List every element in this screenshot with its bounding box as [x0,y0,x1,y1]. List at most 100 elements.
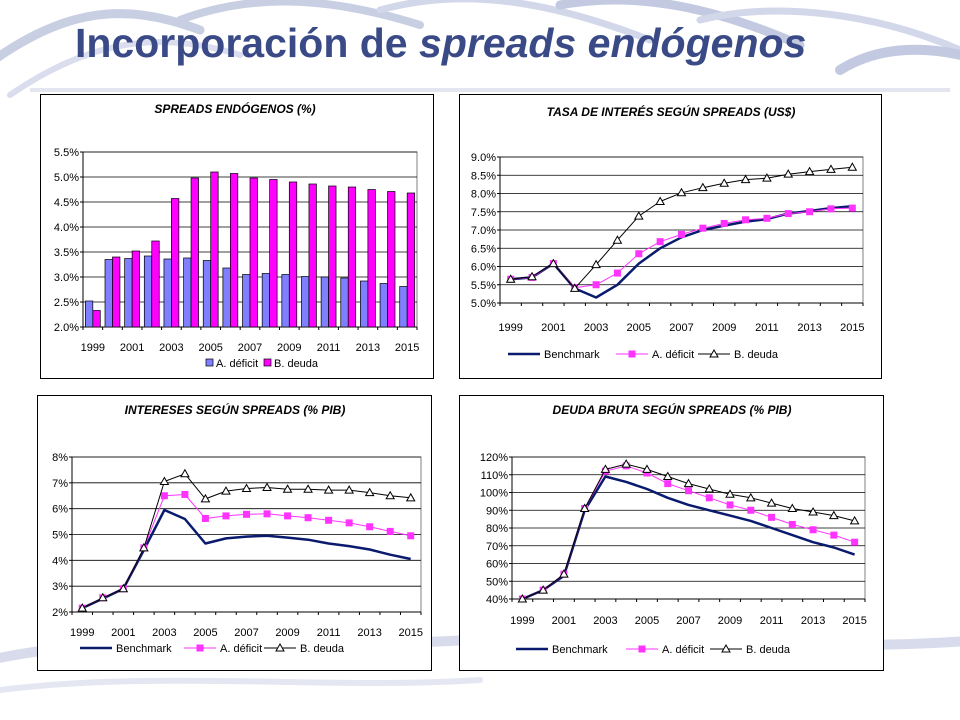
tasa-legend-marker [709,348,719,358]
tasa-point-deuda [548,258,559,268]
spreads-bar-b [92,310,101,328]
intereses-x-tick-label: 2013 [357,627,381,639]
spreads-bar-b [406,192,415,328]
deuda-chart-svg: DEUDA BRUTA SEGÚN SPREADS (% PIB) 40% 50% 6… [480,402,867,656]
deuda-legend-marker [721,643,731,653]
spreads-bar-a [281,274,290,328]
deuda-point-deuda [559,569,569,578]
tasa-x-tick-label: 2001 [541,322,565,334]
spreads-y-tick-label: 4.5% [54,197,79,209]
deuda-x-tick-label: 2015 [842,615,866,627]
tasa-point-deuda [740,174,751,184]
deuda-point-deuda [600,464,611,473]
spreads-bar-a [399,286,408,328]
tasa-y-tick-label: 5.5% [471,280,496,292]
tasa-point-deficit [806,208,814,216]
deuda-point-deficit [830,531,838,539]
tasa-legend-marker [628,350,636,358]
spreads-bar-b [112,256,121,328]
deuda-chart-title: DEUDA BRUTA SEGÚN SPREADS (% PIB) [553,402,792,417]
tasa-x-tick-label: 2003 [584,322,608,334]
deuda-y-tick-label: 100% [480,488,508,500]
spreads-legend-label: B. deuda [274,358,319,370]
tasa-point-deuda [505,274,516,283]
spreads-bar-b [308,183,317,328]
deuda-y-tick-label: 110% [481,470,509,482]
tasa-point-deuda [591,259,601,269]
spreads-bar-b [387,191,396,328]
tasa-y-tick-label: 7.0% [471,225,496,237]
intereses-point-deficit [345,519,353,527]
deuda-point-deficit [809,526,817,534]
tasa-x-tick-label: 2013 [797,322,821,334]
intereses-y-tick-label: 5% [52,530,68,542]
deuda-legend-label: B. deuda [746,644,791,656]
spreads-bar-a [143,255,153,328]
intereses-point-deuda [385,490,396,500]
intereses-point-deuda [364,487,375,497]
intereses-point-deuda [77,603,88,612]
tasa-point-deficit [742,216,750,224]
spreads-chart-title: SPREADS ENDÓGENOS (%) [154,101,315,116]
intereses-chart-panel: INTERESES SEGÚN SPREADS (% PIB) 2% 3% 4% 5% 6… [37,395,432,671]
deuda-y-tick-label: 50% [486,576,508,588]
deuda-line-benchmark [521,475,856,601]
deuda-legend-marker [638,645,646,653]
deuda-y-tick-label: 60% [486,559,508,571]
tasa-y-tick-label: 6.5% [471,243,496,255]
deuda-x-tick-label: 2005 [635,615,659,627]
spreads-x-tick-label: 2009 [277,342,301,354]
spreads-bar-b [288,181,298,328]
spreads-bar-b [347,186,357,328]
intereses-x-tick-label: 2003 [152,627,176,639]
tasa-point-deuda [804,166,815,176]
spreads-bar-b [151,240,160,328]
spreads-legend-swatch [205,358,214,367]
spreads-bar-a [222,267,231,328]
deuda-point-deuda [828,510,839,520]
deuda-point-deuda [642,464,652,473]
intereses-y-tick-label: 4% [52,555,68,567]
intereses-point-deuda [200,493,211,503]
spreads-bar-a [320,276,329,328]
spreads-bar-b [249,177,258,328]
intereses-point-deficit [366,523,374,531]
spreads-y-tick-label: 3.5% [54,247,79,259]
deuda-x-tick-label: 2001 [552,615,576,627]
tasa-point-deuda [655,196,666,206]
deuda-legend-label: Benchmark [552,644,608,656]
deuda-point-deuda [725,489,735,498]
tasa-y-tick-label: 8.5% [471,170,496,182]
intereses-point-deficit [181,490,189,498]
intereses-legend-label: B. deuda [300,643,345,655]
spreads-chart-panel: SPREADS ENDÓGENOS (%) 2.0% 2.5% 3.0% 3.5% 4.0… [40,94,434,379]
deuda-point-deuda [538,585,549,594]
intereses-x-tick-label: 2001 [111,627,135,639]
spreads-y-tick-label: 5.0% [54,172,79,184]
deuda-point-deficit [664,480,672,488]
deuda-x-tick-label: 2011 [760,615,784,627]
spreads-x-tick-label: 2005 [198,342,222,354]
spreads-y-tick-label: 2.0% [54,322,79,334]
tasa-legend-label: Benchmark [544,349,600,361]
intereses-point-deficit [160,492,168,500]
deuda-point-deuda [662,471,673,481]
deuda-x-tick-label: 2003 [593,615,617,627]
spreads-bar-a [183,257,192,328]
intereses-legend-label: Benchmark [116,643,172,655]
intereses-legend-marker [196,644,204,652]
deuda-point-deficit [768,513,776,521]
intereses-point-deficit [222,512,230,520]
spreads-bar-a [202,260,212,328]
deuda-x-tick-label: 2013 [801,615,825,627]
tasa-point-deficit [613,269,621,277]
tasa-point-deficit [678,230,685,238]
intereses-line-benchmark [81,508,411,610]
deuda-y-tick-label: 70% [486,541,508,553]
deuda-point-deuda [849,515,860,525]
deuda-point-deuda [787,503,798,512]
tasa-point-deuda [633,211,644,220]
tasa-x-tick-label: 2015 [840,322,864,334]
intereses-x-tick-label: 1999 [70,627,94,639]
